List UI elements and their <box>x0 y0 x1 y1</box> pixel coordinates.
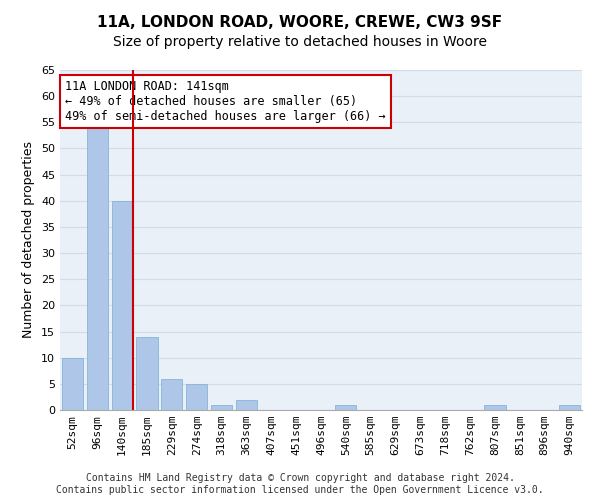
Bar <box>335 405 356 410</box>
Text: 11A, LONDON ROAD, WOORE, CREWE, CW3 9SF: 11A, LONDON ROAD, WOORE, CREWE, CW3 9SF <box>97 15 503 30</box>
Text: Size of property relative to detached houses in Woore: Size of property relative to detached ho… <box>113 35 487 49</box>
Bar <box>87 128 108 410</box>
Bar <box>62 358 83 410</box>
Y-axis label: Number of detached properties: Number of detached properties <box>22 142 35 338</box>
Bar <box>136 337 158 410</box>
Bar <box>161 378 182 410</box>
Bar <box>484 405 506 410</box>
Bar <box>186 384 207 410</box>
Bar <box>236 400 257 410</box>
Text: Contains HM Land Registry data © Crown copyright and database right 2024.
Contai: Contains HM Land Registry data © Crown c… <box>56 474 544 495</box>
Bar <box>211 405 232 410</box>
Bar <box>559 405 580 410</box>
Text: 11A LONDON ROAD: 141sqm
← 49% of detached houses are smaller (65)
49% of semi-de: 11A LONDON ROAD: 141sqm ← 49% of detache… <box>65 80 386 123</box>
Bar <box>112 201 133 410</box>
